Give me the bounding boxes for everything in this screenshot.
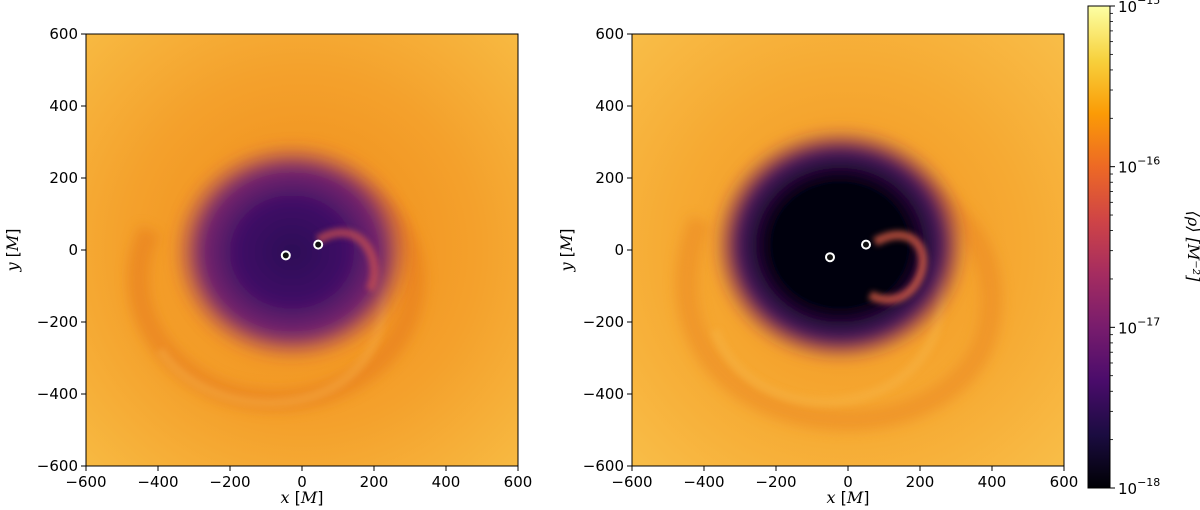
x-tick-label: −200 (209, 473, 250, 491)
y-tick-label: 400 (49, 97, 78, 115)
x-axis-label: x [M] (281, 488, 324, 507)
x-tick-label: 400 (432, 473, 461, 491)
y-axis-label: y [M] (3, 228, 22, 272)
x-tick-label: −400 (137, 473, 178, 491)
y-tick-label: 200 (595, 169, 624, 187)
y-tick-label: 0 (614, 241, 624, 259)
colorbar-tick-label: 10−16 (1118, 155, 1160, 177)
x-tick-label: −400 (683, 473, 724, 491)
x-tick-label: −200 (755, 473, 796, 491)
black-hole-marker (313, 239, 324, 250)
y-tick-label: 0 (68, 241, 78, 259)
cavity (712, 127, 968, 363)
black-hole-marker (825, 252, 835, 263)
y-tick-label: −600 (37, 457, 78, 475)
x-tick-label: 0 (843, 473, 853, 491)
y-tick-label: −400 (583, 385, 624, 403)
x-tick-label: −600 (611, 473, 652, 491)
x-tick-label: 200 (360, 473, 389, 491)
x-tick-label: 600 (1050, 473, 1079, 491)
x-tick-label: −600 (65, 473, 106, 491)
colorbar: 10−18 10−17 10−16 10−15 ⟨ρ⟩ [M⁻²] (1087, 0, 1200, 498)
colorbar-tick-label: 10−15 (1118, 0, 1160, 16)
y-tick-label: 600 (49, 25, 78, 43)
x-axis-label: x [M] (827, 488, 870, 507)
colorbar-tick-label: 10−17 (1118, 315, 1160, 337)
y-tick-label: −600 (583, 457, 624, 475)
black-hole-marker (280, 250, 291, 261)
y-axis-label: y [M] (557, 228, 576, 272)
y-tick-label: 400 (595, 97, 624, 115)
y-tick-label: −400 (37, 385, 78, 403)
cavity (172, 142, 412, 362)
x-tick-label: 0 (297, 473, 307, 491)
right-panel: −600 −400 −200 0 200 400 600 −600 −400 −200 0 200 4… (557, 25, 1078, 507)
spiral-arm (315, 228, 379, 293)
left-panel: −600 −400 −200 0 200 400 600 −600 −400 −200 0 200 4… (3, 25, 532, 507)
x-tick-label: 200 (906, 473, 935, 491)
y-tick-label: −200 (583, 313, 624, 331)
x-tick-label: 400 (978, 473, 1007, 491)
y-tick-label: 600 (595, 25, 624, 43)
colorbar-gradient (1087, 5, 1111, 489)
y-tick-label: −200 (37, 313, 78, 331)
black-hole-marker (861, 239, 871, 250)
colorbar-tick-label: 10−18 (1118, 476, 1160, 498)
spiral-arm (867, 230, 928, 304)
colorbar-label: ⟨ρ⟩ [M⁻²] (1184, 211, 1200, 282)
y-tick-label: 200 (49, 169, 78, 187)
spiral-arm (675, 169, 1003, 431)
x-tick-label: 600 (504, 473, 533, 491)
